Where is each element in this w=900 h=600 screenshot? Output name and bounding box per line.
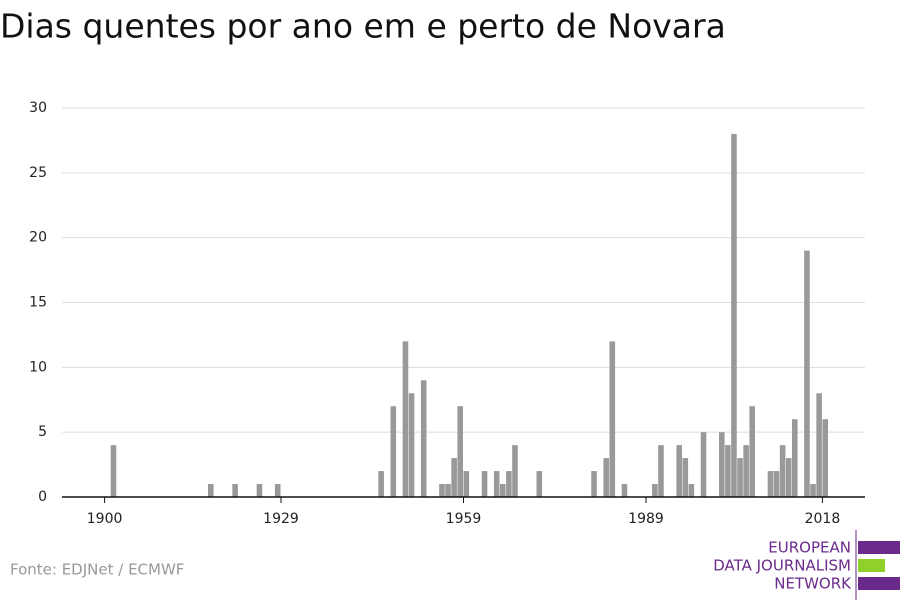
bar	[591, 471, 597, 497]
source: Fonte: EDJNet / ECMWF	[10, 561, 184, 579]
bar	[439, 484, 445, 497]
y-tick-label: 30	[29, 100, 47, 116]
y-tick-label: 20	[29, 230, 47, 246]
bar	[676, 445, 682, 497]
bar	[767, 471, 774, 497]
bar	[500, 484, 506, 497]
bar	[731, 133, 737, 497]
logo-text: DATA JOURNALISM	[713, 557, 851, 575]
chart-title: Dias quentes por ano em e perto de Novar…	[0, 7, 726, 46]
bar	[506, 471, 512, 497]
bar	[688, 484, 695, 497]
y-tick-label: 15	[29, 295, 47, 311]
bar	[779, 445, 786, 497]
bar	[822, 419, 828, 497]
y-tick-label: 10	[29, 359, 47, 375]
bar	[785, 458, 792, 497]
bar	[609, 341, 616, 497]
bar	[402, 341, 409, 497]
bar	[451, 458, 457, 497]
bar	[512, 445, 518, 497]
bar	[536, 471, 543, 497]
bar	[804, 250, 810, 497]
bar	[420, 380, 427, 497]
logo-text: EUROPEAN	[768, 539, 851, 557]
bar	[621, 484, 628, 497]
bar	[816, 393, 822, 497]
bar	[390, 406, 397, 497]
bar	[110, 445, 117, 497]
bar	[493, 471, 500, 497]
bar	[445, 484, 451, 497]
bar	[232, 484, 238, 497]
bar	[457, 406, 463, 497]
x-tick-label: 1959	[446, 511, 482, 527]
logo-bar	[858, 577, 900, 590]
bar	[737, 458, 743, 497]
bar	[682, 458, 689, 497]
logo: EUROPEAN DATA JOURNALISM NETWORK	[713, 530, 900, 600]
y-tick-label: 25	[29, 165, 47, 181]
bar	[652, 484, 658, 497]
bar	[773, 471, 780, 497]
bar	[408, 393, 415, 497]
bar	[743, 445, 749, 497]
logo-bar	[858, 541, 900, 554]
y-tick-label: 5	[38, 424, 47, 440]
bar	[274, 484, 281, 497]
bar	[603, 458, 609, 497]
logo-bar	[858, 559, 885, 572]
bar	[658, 445, 664, 497]
bar	[256, 484, 263, 497]
x-tick-label: 1989	[628, 511, 664, 527]
bar	[700, 432, 707, 497]
bar	[792, 419, 798, 497]
x-tick-label: 1900	[87, 511, 123, 527]
bar	[463, 471, 470, 497]
bar	[749, 406, 755, 497]
bar	[208, 484, 214, 497]
x-tick-label: 1929	[263, 511, 299, 527]
bar	[810, 484, 816, 497]
bar	[725, 445, 731, 497]
bar	[719, 432, 725, 497]
y-tick-label: 0	[38, 489, 47, 505]
x-tick-label: 2018	[805, 511, 841, 527]
logo-text: NETWORK	[774, 575, 852, 593]
bar	[481, 471, 488, 497]
bar	[378, 471, 384, 497]
